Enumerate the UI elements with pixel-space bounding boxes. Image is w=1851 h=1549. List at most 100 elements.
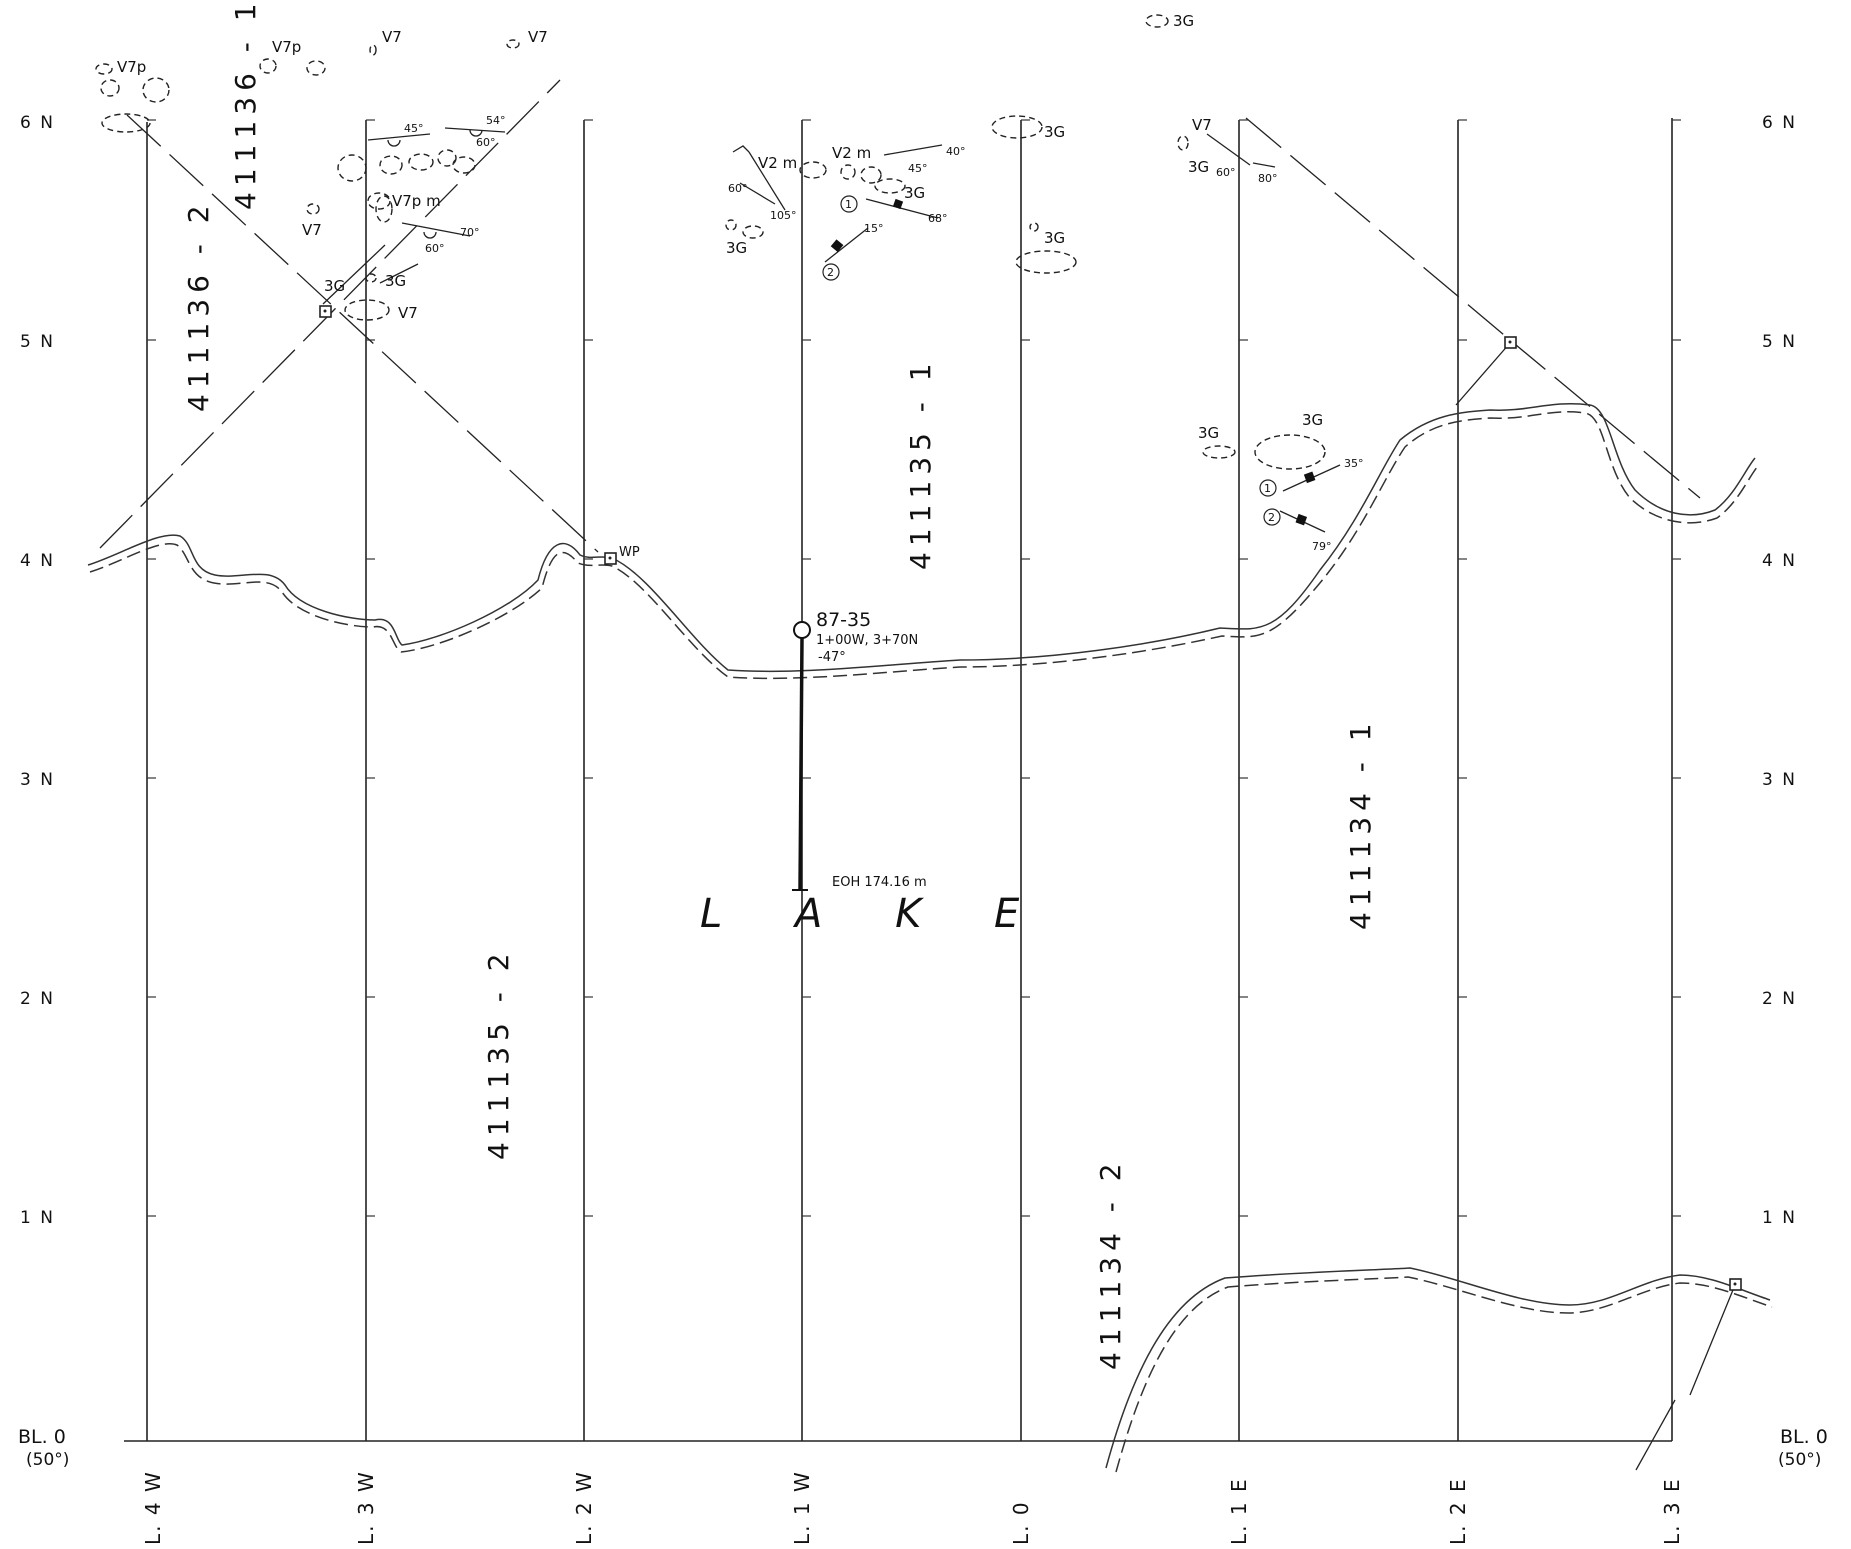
rock-unit-v7: V7 bbox=[302, 221, 322, 239]
claim-label-411134-1: 411134 - 1 bbox=[1344, 717, 1377, 930]
drill-hole-dip: -47° bbox=[818, 650, 846, 665]
line-labels: L. 4 W L. 3 W L. 2 W L. 1 W L. 0 L. 1 E … bbox=[141, 1470, 1684, 1545]
northing-label: 3 N bbox=[1762, 770, 1797, 790]
rock-unit-v7pm: V7p m bbox=[392, 192, 441, 210]
northing-label: 1 N bbox=[20, 1208, 55, 1228]
rock-unit-v7: V7 bbox=[382, 28, 402, 46]
northing-label: 1 N bbox=[1762, 1208, 1797, 1228]
dip-angle: 54° bbox=[486, 114, 506, 127]
claim-boundary bbox=[1455, 342, 1511, 406]
dip-angle: 70° bbox=[460, 226, 480, 239]
rock-unit-v7p: V7p bbox=[117, 58, 146, 76]
rock-unit-3g: 3G bbox=[324, 277, 345, 295]
line-label-0: L. 0 bbox=[1009, 1500, 1033, 1545]
rock-unit-3g: 3G bbox=[385, 272, 406, 290]
rock-unit-v7: V7 bbox=[398, 304, 418, 322]
rock-unit-3g: 3G bbox=[1044, 229, 1065, 247]
marker-1: 1 bbox=[1264, 482, 1271, 495]
baseline-label-left: BL. 0 (50°) bbox=[18, 1426, 69, 1470]
lake-shoreline-south bbox=[1105, 1267, 1773, 1473]
rock-unit-v2m: V2 m bbox=[832, 144, 871, 162]
northing-labels-right: 6 N 5 N 4 N 3 N 2 N 1 N bbox=[1762, 113, 1797, 1228]
claim-post-dot bbox=[323, 309, 327, 313]
northing-label: 5 N bbox=[1762, 332, 1797, 352]
claim-labels: 411136 - 1 411136 - 2 411135 - 1 411135 … bbox=[182, 0, 1377, 1370]
northing-label: 2 N bbox=[20, 989, 55, 1009]
rock-unit-v7: V7 bbox=[528, 28, 548, 46]
claim-boundary bbox=[1635, 1399, 1676, 1471]
claim-label-411136-2: 411136 - 2 bbox=[182, 199, 215, 412]
marker-2: 2 bbox=[827, 266, 834, 279]
marker-2: 2 bbox=[1268, 511, 1275, 524]
outcrops bbox=[95, 14, 1326, 470]
marker-1: 1 bbox=[845, 198, 852, 211]
rock-unit-v7: V7 bbox=[1192, 116, 1212, 134]
baseline-label-right: BL. 0 (50°) bbox=[1778, 1426, 1828, 1470]
tick-marks bbox=[147, 119, 1681, 1217]
dip-angle: 35° bbox=[1344, 457, 1364, 470]
northing-label: 6 N bbox=[20, 113, 55, 133]
claim-boundary bbox=[1245, 117, 1511, 341]
claim-label-411134-2: 411134 - 2 bbox=[1094, 1157, 1127, 1370]
rock-unit-v7p: V7p bbox=[272, 38, 301, 56]
dip-angle: 60° bbox=[476, 136, 496, 149]
rock-unit-3g: 3G bbox=[1044, 123, 1065, 141]
dip-angle: 45° bbox=[404, 122, 424, 135]
dip-angle: 80° bbox=[1258, 172, 1278, 185]
witness-post-label: WP bbox=[619, 545, 640, 560]
dip-angle-labels: 45° 54° 60° 70° 60° 60° 105° 40° 45° 68°… bbox=[404, 114, 1364, 553]
northing-label: 4 N bbox=[20, 551, 55, 571]
lake-label: L A K E bbox=[700, 891, 1049, 937]
claim-post-dot bbox=[608, 556, 612, 560]
rock-unit-3g: 3G bbox=[904, 184, 925, 202]
line-label-3e: L. 3 E bbox=[1660, 1477, 1684, 1545]
rock-unit-v2m: V2 m bbox=[758, 154, 797, 172]
claim-boundary bbox=[126, 114, 599, 553]
line-label-1w: L. 1 W bbox=[790, 1470, 814, 1545]
dip-angle: 45° bbox=[908, 162, 928, 175]
claim-post-dot bbox=[1508, 340, 1512, 344]
baseline-label: BL. 0 bbox=[1780, 1426, 1828, 1448]
drill-trace bbox=[798, 637, 804, 891]
drill-hole-87-35: 87-35 1+00W, 3+70N -47° EOH 174.16 m bbox=[792, 609, 927, 891]
claim-boundary bbox=[1689, 1284, 1736, 1396]
rock-unit-3g: 3G bbox=[1198, 424, 1219, 442]
northing-label: 2 N bbox=[1762, 989, 1797, 1009]
drill-collar bbox=[793, 621, 811, 639]
northing-label: 4 N bbox=[1762, 551, 1797, 571]
baseline-label: BL. 0 bbox=[18, 1426, 66, 1448]
claim-label-411135-1: 411135 - 1 bbox=[904, 357, 937, 570]
line-label-1e: L. 1 E bbox=[1227, 1477, 1251, 1545]
dip-angle: 60° bbox=[425, 242, 445, 255]
baseline-azimuth: (50°) bbox=[1778, 1450, 1821, 1470]
rock-unit-3g: 3G bbox=[726, 239, 747, 257]
rock-unit-3g: 3G bbox=[1173, 12, 1194, 30]
structural-symbols bbox=[322, 127, 1341, 533]
dip-angle: 60° bbox=[1216, 166, 1236, 179]
drill-hole-eoh: EOH 174.16 m bbox=[832, 875, 927, 890]
dip-angle: 68° bbox=[928, 212, 948, 225]
line-label-2e: L. 2 E bbox=[1446, 1477, 1470, 1545]
northing-labels-left: 6 N 5 N 4 N 3 N 2 N 1 N bbox=[20, 113, 55, 1228]
claim-label-411135-2: 411135 - 2 bbox=[482, 947, 515, 1160]
lake-shoreline-north bbox=[87, 403, 1759, 680]
dip-angle: 15° bbox=[864, 222, 884, 235]
dip-angle: 79° bbox=[1312, 540, 1332, 553]
dip-angle: 60° bbox=[728, 182, 748, 195]
dip-angle: 105° bbox=[770, 209, 797, 222]
rock-unit-labels: 3G V7p V7p V7 V7 V7p m V7 3G 3G V7 V2 m … bbox=[117, 12, 1323, 442]
claim-posts bbox=[319, 305, 1742, 1291]
rock-unit-3g: 3G bbox=[1302, 411, 1323, 429]
claim-boundaries bbox=[99, 79, 1736, 1471]
claim-post-dot bbox=[1733, 1282, 1737, 1286]
drill-hole-collar: 1+00W, 3+70N bbox=[816, 633, 918, 648]
line-label-2w: L. 2 W bbox=[572, 1470, 596, 1545]
northing-label: 5 N bbox=[20, 332, 55, 352]
line-label-3w: L. 3 W bbox=[354, 1470, 378, 1545]
rock-unit-3g: 3G bbox=[1188, 158, 1209, 176]
claim-label-411136-1: 411136 - 1 bbox=[229, 0, 262, 210]
survey-grid bbox=[124, 118, 1681, 1442]
northing-label: 3 N bbox=[20, 770, 55, 790]
drill-hole-id: 87-35 bbox=[816, 609, 871, 631]
line-label-4w: L. 4 W bbox=[141, 1470, 165, 1545]
